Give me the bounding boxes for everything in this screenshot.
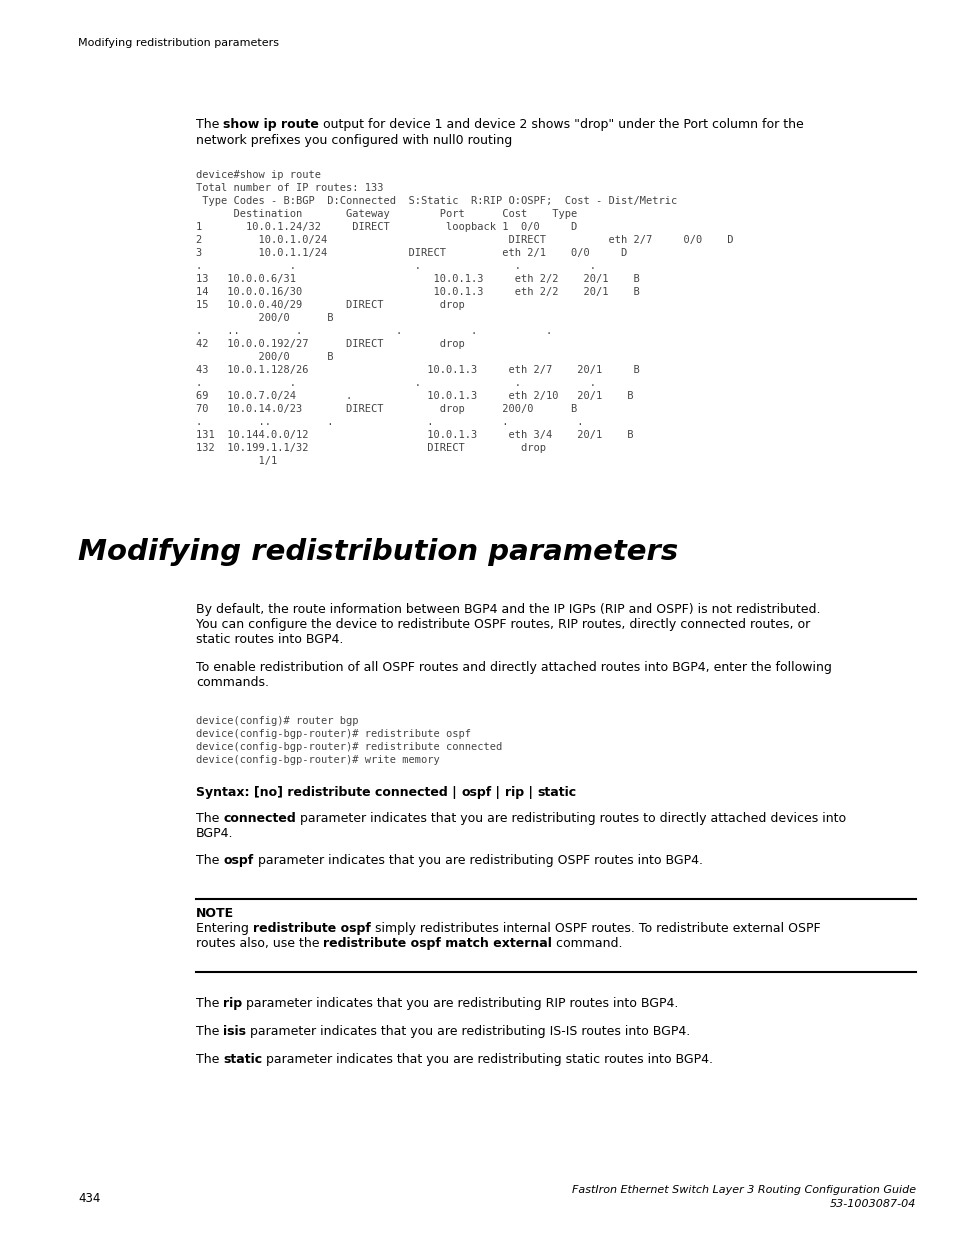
Text: 2         10.0.1.0/24                             DIRECT          eth 2/7     0/: 2 10.0.1.0/24 DIRECT eth 2/7 0/	[195, 235, 733, 245]
Text: Modifying redistribution parameters: Modifying redistribution parameters	[78, 538, 678, 566]
Text: Destination       Gateway        Port      Cost    Type: Destination Gateway Port Cost Type	[195, 209, 577, 219]
Text: Entering: Entering	[195, 923, 253, 935]
Text: NOTE: NOTE	[195, 906, 233, 920]
Text: device(config-bgp-router)# redistribute ospf: device(config-bgp-router)# redistribute …	[195, 729, 471, 739]
Text: You can configure the device to redistribute OSPF routes, RIP routes, directly c: You can configure the device to redistri…	[195, 618, 809, 631]
Text: redistribute ospf match external: redistribute ospf match external	[323, 937, 552, 950]
Text: parameter indicates that you are redistributing static routes into BGP4.: parameter indicates that you are redistr…	[262, 1053, 713, 1066]
Text: FastIron Ethernet Switch Layer 3 Routing Configuration Guide: FastIron Ethernet Switch Layer 3 Routing…	[571, 1186, 915, 1195]
Text: static: static	[223, 1053, 262, 1066]
Text: redistribute ospf: redistribute ospf	[253, 923, 371, 935]
Text: parameter indicates that you are redistributing OSPF routes into BGP4.: parameter indicates that you are redistr…	[253, 853, 702, 867]
Text: show ip route: show ip route	[223, 119, 319, 131]
Text: 132  10.199.1.1/32                   DIRECT         drop: 132 10.199.1.1/32 DIRECT drop	[195, 443, 545, 453]
Text: rip: rip	[223, 997, 242, 1010]
Text: Total number of IP routes: 133: Total number of IP routes: 133	[195, 183, 383, 193]
Text: |: |	[491, 785, 504, 799]
Text: 69   10.0.7.0/24        .            10.0.1.3     eth 2/10   20/1    B: 69 10.0.7.0/24 . 10.0.1.3 eth 2/10 20/1 …	[195, 391, 633, 401]
Text: ospf: ospf	[223, 853, 253, 867]
Text: The: The	[195, 1025, 223, 1037]
Text: device(config)# router bgp: device(config)# router bgp	[195, 716, 358, 726]
Text: network prefixes you configured with null0 routing: network prefixes you configured with nul…	[195, 135, 512, 147]
Text: connected: connected	[223, 811, 295, 825]
Text: The: The	[195, 119, 223, 131]
Text: 434: 434	[78, 1192, 100, 1205]
Text: The: The	[195, 853, 223, 867]
Text: 53-1003087-04: 53-1003087-04	[829, 1199, 915, 1209]
Text: 13   10.0.0.6/31                      10.0.1.3     eth 2/2    20/1    B: 13 10.0.0.6/31 10.0.1.3 eth 2/2 20/1 B	[195, 274, 639, 284]
Text: simply redistributes internal OSPF routes. To redistribute external OSPF: simply redistributes internal OSPF route…	[371, 923, 820, 935]
Text: .    ..         .               .           .           .: . .. . . . .	[195, 326, 552, 336]
Text: By default, the route information between BGP4 and the IP IGPs (RIP and OSPF) is: By default, the route information betwee…	[195, 603, 820, 616]
Text: BGP4.: BGP4.	[195, 827, 233, 840]
Text: routes also, use the: routes also, use the	[195, 937, 323, 950]
Text: .         ..         .               .           .           .: . .. . . . .	[195, 417, 583, 427]
Text: parameter indicates that you are redistributing RIP routes into BGP4.: parameter indicates that you are redistr…	[242, 997, 679, 1010]
Text: 1       10.0.1.24/32     DIRECT         loopback 1  0/0     D: 1 10.0.1.24/32 DIRECT loopback 1 0/0 D	[195, 222, 577, 232]
Text: static: static	[537, 785, 576, 799]
Text: parameter indicates that you are redistributing routes to directly attached devi: parameter indicates that you are redistr…	[295, 811, 845, 825]
Text: 14   10.0.0.16/30                     10.0.1.3     eth 2/2    20/1    B: 14 10.0.0.16/30 10.0.1.3 eth 2/2 20/1 B	[195, 287, 639, 296]
Text: .              .                   .               .           .: . . . . .	[195, 261, 596, 270]
Text: static routes into BGP4.: static routes into BGP4.	[195, 634, 343, 646]
Text: 15   10.0.0.40/29       DIRECT         drop: 15 10.0.0.40/29 DIRECT drop	[195, 300, 464, 310]
Text: isis: isis	[223, 1025, 246, 1037]
Text: The: The	[195, 811, 223, 825]
Text: 3         10.0.1.1/24             DIRECT         eth 2/1    0/0     D: 3 10.0.1.1/24 DIRECT eth 2/1 0/0 D	[195, 248, 626, 258]
Text: device(config-bgp-router)# write memory: device(config-bgp-router)# write memory	[195, 755, 439, 764]
Text: 43   10.0.1.128/26                   10.0.1.3     eth 2/7    20/1     B: 43 10.0.1.128/26 10.0.1.3 eth 2/7 20/1 B	[195, 366, 639, 375]
Text: Type Codes - B:BGP  D:Connected  S:Static  R:RIP O:OSPF;  Cost - Dist/Metric: Type Codes - B:BGP D:Connected S:Static …	[195, 196, 677, 206]
Text: 1/1: 1/1	[195, 456, 277, 466]
Text: .              .                   .               .           .: . . . . .	[195, 378, 596, 388]
Text: 70   10.0.14.0/23       DIRECT         drop      200/0      B: 70 10.0.14.0/23 DIRECT drop 200/0 B	[195, 404, 577, 414]
Text: commands.: commands.	[195, 676, 269, 689]
Text: device#show ip route: device#show ip route	[195, 170, 320, 180]
Text: output for device 1 and device 2 shows "drop" under the Port column for the: output for device 1 and device 2 shows "…	[319, 119, 803, 131]
Text: 200/0      B: 200/0 B	[195, 352, 334, 362]
Text: Syntax: [no] redistribute connected |: Syntax: [no] redistribute connected |	[195, 785, 460, 799]
Text: Modifying redistribution parameters: Modifying redistribution parameters	[78, 38, 278, 48]
Text: 42   10.0.0.192/27      DIRECT         drop: 42 10.0.0.192/27 DIRECT drop	[195, 338, 464, 350]
Text: device(config-bgp-router)# redistribute connected: device(config-bgp-router)# redistribute …	[195, 742, 501, 752]
Text: The: The	[195, 1053, 223, 1066]
Text: |: |	[523, 785, 537, 799]
Text: 131  10.144.0.0/12                   10.0.1.3     eth 3/4    20/1    B: 131 10.144.0.0/12 10.0.1.3 eth 3/4 20/1 …	[195, 430, 633, 440]
Text: parameter indicates that you are redistributing IS-IS routes into BGP4.: parameter indicates that you are redistr…	[246, 1025, 690, 1037]
Text: 200/0      B: 200/0 B	[195, 312, 334, 324]
Text: The: The	[195, 997, 223, 1010]
Text: To enable redistribution of all OSPF routes and directly attached routes into BG: To enable redistribution of all OSPF rou…	[195, 661, 831, 674]
Text: ospf: ospf	[460, 785, 491, 799]
Text: command.: command.	[552, 937, 622, 950]
Text: rip: rip	[504, 785, 523, 799]
